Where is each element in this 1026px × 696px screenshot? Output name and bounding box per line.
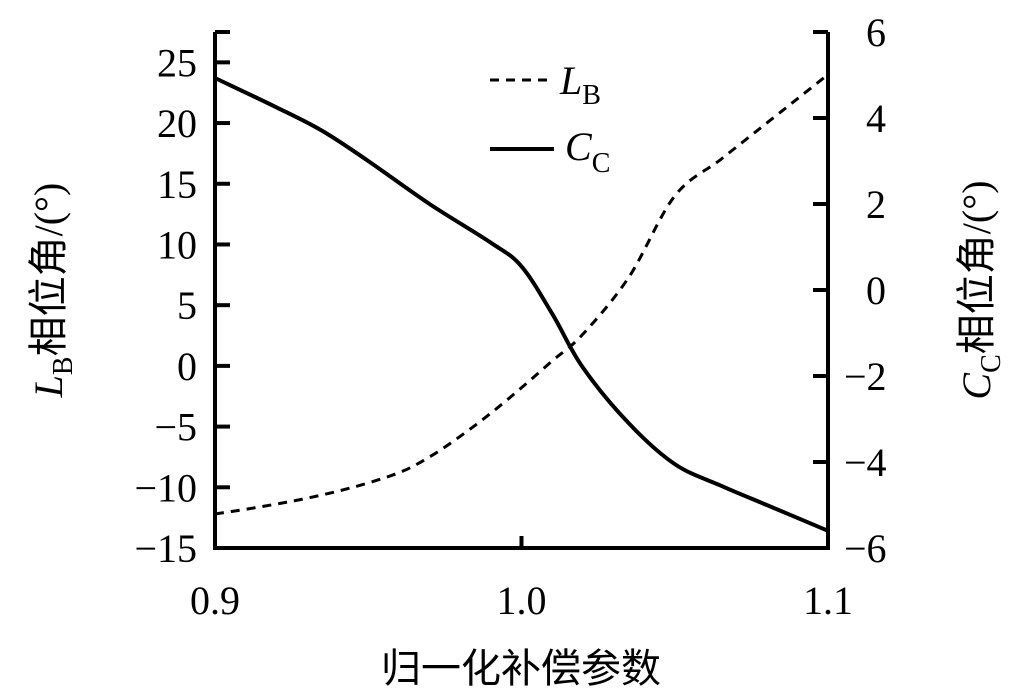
plot-frame <box>213 30 830 550</box>
x-tick-label: 1.1 <box>803 578 853 623</box>
right-tick-label: −2 <box>844 354 887 399</box>
right-tick-label: 4 <box>866 96 886 141</box>
left-tick-label: −15 <box>134 526 197 571</box>
right-tick-label: 2 <box>866 182 886 227</box>
series-line-c-c <box>214 76 829 533</box>
x-tick-label: 1.0 <box>497 578 547 623</box>
left-tick-label: 25 <box>157 40 197 85</box>
x-axis-title: 归一化补偿参数 <box>381 646 661 691</box>
legend-lb-label: LB <box>559 58 601 111</box>
right-tick-label: −6 <box>844 526 887 571</box>
right-tick-label: −4 <box>844 440 887 485</box>
legend-cc-label: CC <box>565 124 610 179</box>
left-tick-label: 0 <box>177 344 197 389</box>
right-y-axis-ticks: 6 4 2 0 −2 −4 −6 <box>813 10 887 571</box>
left-tick-label: 15 <box>157 162 197 207</box>
left-tick-label: 5 <box>177 283 197 328</box>
right-tick-label: 6 <box>866 10 886 55</box>
left-tick-label: 10 <box>157 222 197 267</box>
x-axis-ticks: 0.9 1.0 1.1 <box>190 536 853 623</box>
series-layer <box>214 73 829 533</box>
right-tick-label: 0 <box>866 268 886 313</box>
left-tick-label: 20 <box>157 101 197 146</box>
series-line-l-b <box>214 73 829 516</box>
left-y-axis-title: LB相位角/(°) <box>26 183 79 399</box>
x-tick-label: 0.9 <box>190 578 240 623</box>
left-tick-label: −5 <box>154 405 197 450</box>
left-y-axis-ticks: 25 20 15 10 5 0 −5 −10 −15 <box>134 40 230 571</box>
right-y-axis-title: CC相位角/(°) <box>954 180 1007 399</box>
legend: LB CC <box>490 58 610 179</box>
left-tick-label: −10 <box>134 465 197 510</box>
